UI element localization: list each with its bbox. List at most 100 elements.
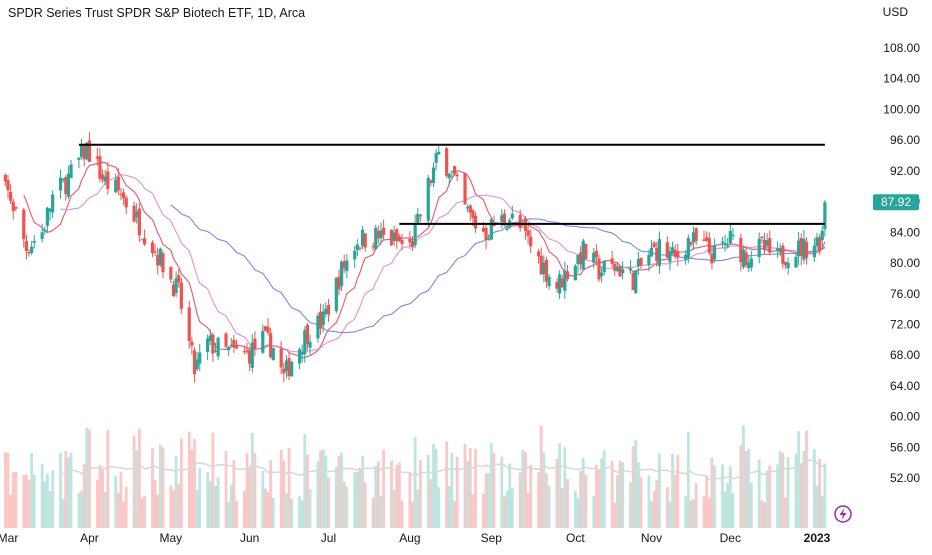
volume-bar	[132, 435, 136, 528]
volume-bar	[361, 456, 364, 528]
candle-body	[153, 251, 157, 253]
volume-bar	[408, 471, 412, 528]
volume-bar	[684, 496, 688, 528]
volume-bar	[306, 454, 309, 528]
volume-bar	[432, 443, 435, 528]
candle-body	[741, 249, 746, 268]
candle-body	[702, 239, 706, 241]
volume-bar	[187, 431, 191, 528]
candle-body	[418, 214, 422, 217]
candle-body	[518, 214, 522, 229]
volume-bar	[437, 487, 441, 528]
volume-bar	[576, 498, 580, 528]
candle-body	[452, 166, 457, 175]
x-tick-label: 2023	[804, 531, 831, 545]
candle-body	[529, 236, 533, 247]
volume-bar	[379, 496, 383, 528]
volume-bar	[794, 453, 798, 528]
y-tick-label: 52.00	[890, 471, 920, 485]
candle-body	[731, 234, 735, 237]
candle-body	[187, 307, 191, 341]
candle-body	[802, 238, 806, 260]
volume-bar	[206, 472, 210, 528]
volume-bar	[463, 444, 467, 528]
candle-body	[450, 170, 454, 172]
volume-bar	[269, 460, 273, 528]
volume-bar	[705, 475, 709, 528]
volume-bar	[468, 448, 472, 528]
volume-bar	[287, 448, 291, 528]
volume-bar	[634, 439, 638, 528]
volume-bar	[153, 480, 157, 528]
candle-body	[584, 243, 588, 259]
volume-bar	[172, 490, 175, 528]
volume-bar	[43, 481, 47, 528]
volume-bar	[731, 492, 735, 528]
volume-bar	[566, 478, 569, 528]
volume-bar	[27, 479, 31, 528]
volume-bar	[337, 456, 341, 528]
candle-body	[103, 176, 107, 182]
candle-body	[85, 142, 89, 160]
candle-body	[9, 191, 13, 201]
volume-bar	[371, 497, 375, 528]
volume-bar	[80, 490, 83, 528]
volume-bar	[723, 491, 727, 528]
candle-body	[466, 206, 470, 209]
volume-bar	[573, 490, 577, 528]
candle-body	[82, 144, 86, 160]
volume-bar	[101, 468, 104, 528]
candle-body	[360, 229, 365, 247]
volume-bar	[103, 492, 107, 528]
volume-bar	[429, 479, 433, 528]
candle-body	[261, 331, 265, 353]
candle-body	[765, 240, 769, 246]
candle-body	[547, 276, 551, 287]
candle-body	[14, 206, 18, 209]
volume-bar	[694, 483, 698, 528]
volume-bar	[418, 460, 422, 528]
candle-body	[389, 229, 394, 246]
candle-body	[116, 176, 120, 191]
volume-bar	[224, 450, 228, 528]
volume-bar	[742, 425, 745, 528]
y-tick-label: 72.00	[890, 318, 920, 332]
chart-title: SPDR Series Trust SPDR S&P Biotech ETF, …	[8, 6, 306, 20]
candle-body	[95, 156, 99, 159]
volume-bar	[702, 495, 706, 528]
volume-bar	[140, 498, 144, 528]
candle-body	[279, 348, 283, 368]
candle-body	[48, 208, 52, 212]
volume-bar	[739, 445, 743, 528]
candle-body	[778, 248, 782, 253]
volume-bar	[592, 496, 596, 528]
candle-body	[337, 276, 341, 290]
candle-body	[712, 245, 717, 260]
candle-body	[303, 330, 307, 355]
event-icon[interactable]	[834, 505, 852, 523]
volume-bar	[594, 464, 598, 528]
volume-bar	[799, 464, 803, 528]
volume-bar	[615, 475, 619, 528]
candle-body	[66, 173, 71, 197]
candle-body	[739, 237, 743, 263]
volume-bar	[484, 473, 488, 528]
candle-body	[471, 210, 475, 218]
candle-body	[316, 315, 320, 339]
candle-body	[263, 326, 268, 331]
candle-body	[783, 262, 788, 265]
volume-bar	[802, 450, 806, 528]
volume-bar	[285, 493, 288, 528]
volume-bar	[815, 485, 819, 528]
volume-bar	[692, 499, 695, 528]
candle-body	[634, 270, 638, 294]
candle-body	[757, 238, 761, 258]
x-tick-label: Dec	[720, 531, 741, 545]
volume-bar	[510, 487, 514, 528]
candle-body	[613, 263, 617, 271]
volume-bar	[713, 465, 716, 528]
candle-body	[720, 241, 725, 243]
candle-body	[43, 229, 47, 232]
